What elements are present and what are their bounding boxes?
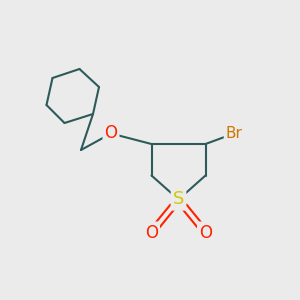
- Text: O: O: [199, 224, 212, 242]
- Text: O: O: [104, 124, 118, 142]
- Text: Br: Br: [226, 126, 242, 141]
- Text: O: O: [145, 224, 158, 242]
- Text: S: S: [173, 190, 184, 208]
